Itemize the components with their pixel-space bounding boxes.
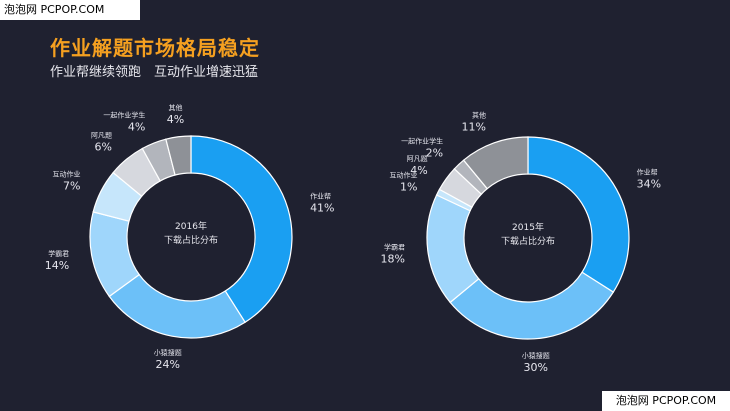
slice-label: 互动作业 bbox=[390, 171, 418, 180]
page-title: 作业解题市场格局稳定 bbox=[50, 36, 260, 60]
slice-value: 11% bbox=[462, 120, 486, 133]
slice-label: 一起作业学生 bbox=[103, 111, 145, 120]
donut-slice bbox=[462, 136, 529, 190]
donut-slice bbox=[108, 273, 246, 339]
slice-label: 小猿搜题 bbox=[522, 351, 550, 360]
donut-chart-1: 作业帮41%小猿搜题24%学霸君14%互动作业7%阿凡题6%一起作业学生4%其他… bbox=[45, 103, 335, 371]
slice-value: 30% bbox=[524, 361, 548, 374]
slice-value: 34% bbox=[637, 177, 661, 190]
slice-value: 7% bbox=[63, 180, 80, 193]
slice-label: 学霸君 bbox=[48, 249, 69, 258]
slice-value: 14% bbox=[45, 259, 69, 272]
slice-label: 作业帮 bbox=[637, 167, 658, 176]
slice-label: 作业帮 bbox=[310, 191, 331, 200]
donut-slice bbox=[527, 136, 630, 293]
slice-value: 2% bbox=[426, 147, 443, 160]
slice-value: 6% bbox=[95, 140, 112, 153]
slice-value: 41% bbox=[310, 201, 334, 214]
slice-value: 18% bbox=[381, 253, 405, 266]
watermark-top: 泡泡网 PCPOP.COM bbox=[0, 0, 140, 20]
slice-label: 阿凡题 bbox=[407, 154, 428, 163]
slice-value: 4% bbox=[128, 121, 145, 134]
slice-label: 阿凡题 bbox=[91, 130, 112, 139]
donut-slice bbox=[190, 135, 293, 324]
slice-label: 其他 bbox=[472, 110, 486, 119]
donut-center-label: 2016年 bbox=[175, 220, 207, 232]
donut-center-label: 下载占比分布 bbox=[164, 234, 218, 246]
slice-label: 学霸君 bbox=[384, 243, 405, 252]
slice-label: 一起作业学生 bbox=[401, 137, 443, 146]
slice-label: 小猿搜题 bbox=[154, 348, 182, 357]
slice-value: 1% bbox=[400, 181, 417, 194]
watermark-bottom: 泡泡网 PCPOP.COM bbox=[602, 391, 730, 411]
slice-label: 其他 bbox=[168, 103, 182, 112]
slice-value: 4% bbox=[410, 164, 427, 177]
slice-value: 4% bbox=[167, 113, 184, 126]
slice-value: 24% bbox=[156, 358, 180, 371]
donut-slice bbox=[165, 135, 192, 176]
page-subtitle: 作业帮继续领跑 互动作业增速迅猛 bbox=[50, 65, 259, 80]
donut-center-label: 下载占比分布 bbox=[501, 235, 555, 247]
donut-center-label: 2015年 bbox=[512, 221, 544, 233]
slice-label: 互动作业 bbox=[53, 170, 81, 179]
